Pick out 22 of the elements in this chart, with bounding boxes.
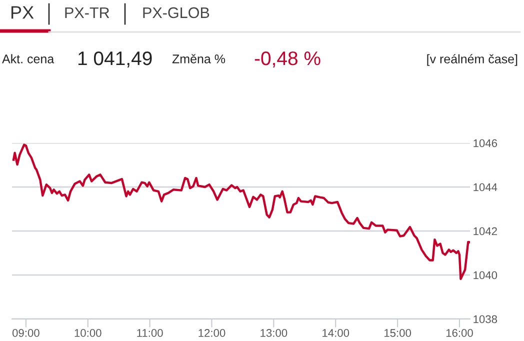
text: PX-GLOB bbox=[143, 7, 210, 18]
text: [v reálném čase] bbox=[427, 54, 518, 66]
x-tick-label: 13:00 bbox=[260, 329, 288, 337]
y-tick-label: 1042 bbox=[474, 227, 497, 236]
text: Akt. cena bbox=[2, 54, 54, 64]
x-tick-label: 11:00 bbox=[137, 329, 163, 337]
line-series bbox=[12, 144, 470, 280]
y-tick-label: 1046 bbox=[474, 139, 498, 148]
x-tick-label: 15:00 bbox=[384, 329, 412, 337]
text: -0,48 % bbox=[254, 51, 320, 68]
text: PX-TR bbox=[65, 7, 110, 18]
text: PX bbox=[11, 6, 34, 19]
x-tick-label: 10:00 bbox=[74, 329, 102, 337]
x-tick-label: 09:00 bbox=[12, 329, 40, 337]
x-tick-label: 14:00 bbox=[322, 329, 350, 337]
y-tick-label: 1044 bbox=[474, 183, 498, 192]
y-tick-label: 1040 bbox=[474, 271, 498, 280]
text: Změna % bbox=[172, 54, 226, 64]
x-tick-label: 12:00 bbox=[198, 329, 226, 337]
x-tick-label: 16:00 bbox=[446, 329, 473, 337]
y-tick-label: 1038 bbox=[474, 315, 498, 324]
text: 1 041,49 bbox=[78, 51, 152, 68]
